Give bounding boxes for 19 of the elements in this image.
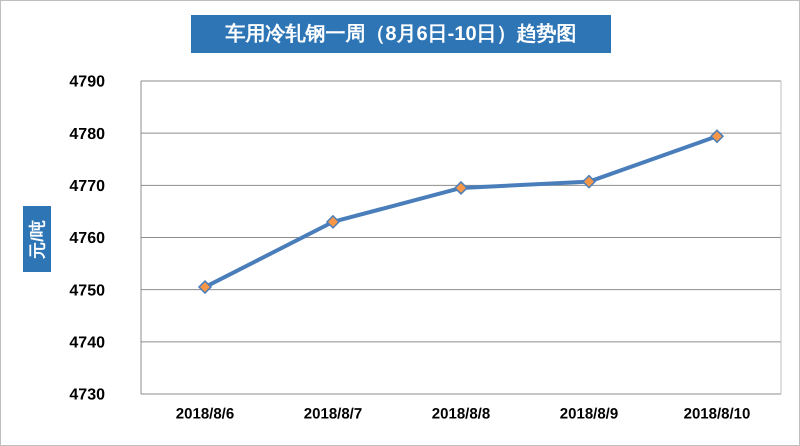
y-tick-label: 4780: [69, 126, 106, 143]
y-tick-label: 4730: [69, 386, 106, 404]
point: [326, 215, 340, 229]
y-tick-label: 4760: [69, 230, 106, 248]
point: [454, 181, 468, 195]
y-tick-label: 4750: [69, 282, 106, 300]
x-tick-label: 2018/8/10: [684, 406, 750, 423]
y-tick-label: 4790: [69, 74, 106, 91]
x-tick-label: 2018/8/7: [304, 406, 362, 423]
x-tick-label: 2018/8/9: [560, 406, 618, 423]
chart-title: 车用冷轧钢一周（8月6日-10日）趋势图: [191, 15, 611, 53]
x-tick-label: 2018/8/6: [176, 406, 234, 423]
point: [582, 174, 596, 188]
y-tick-label: 4770: [69, 178, 106, 196]
point: [710, 130, 724, 144]
y-axis-title: 元/吨: [26, 220, 48, 258]
point: [198, 280, 212, 294]
x-tick-label: 2018/8/8: [432, 406, 490, 423]
y-tick-label: 4740: [69, 334, 106, 352]
